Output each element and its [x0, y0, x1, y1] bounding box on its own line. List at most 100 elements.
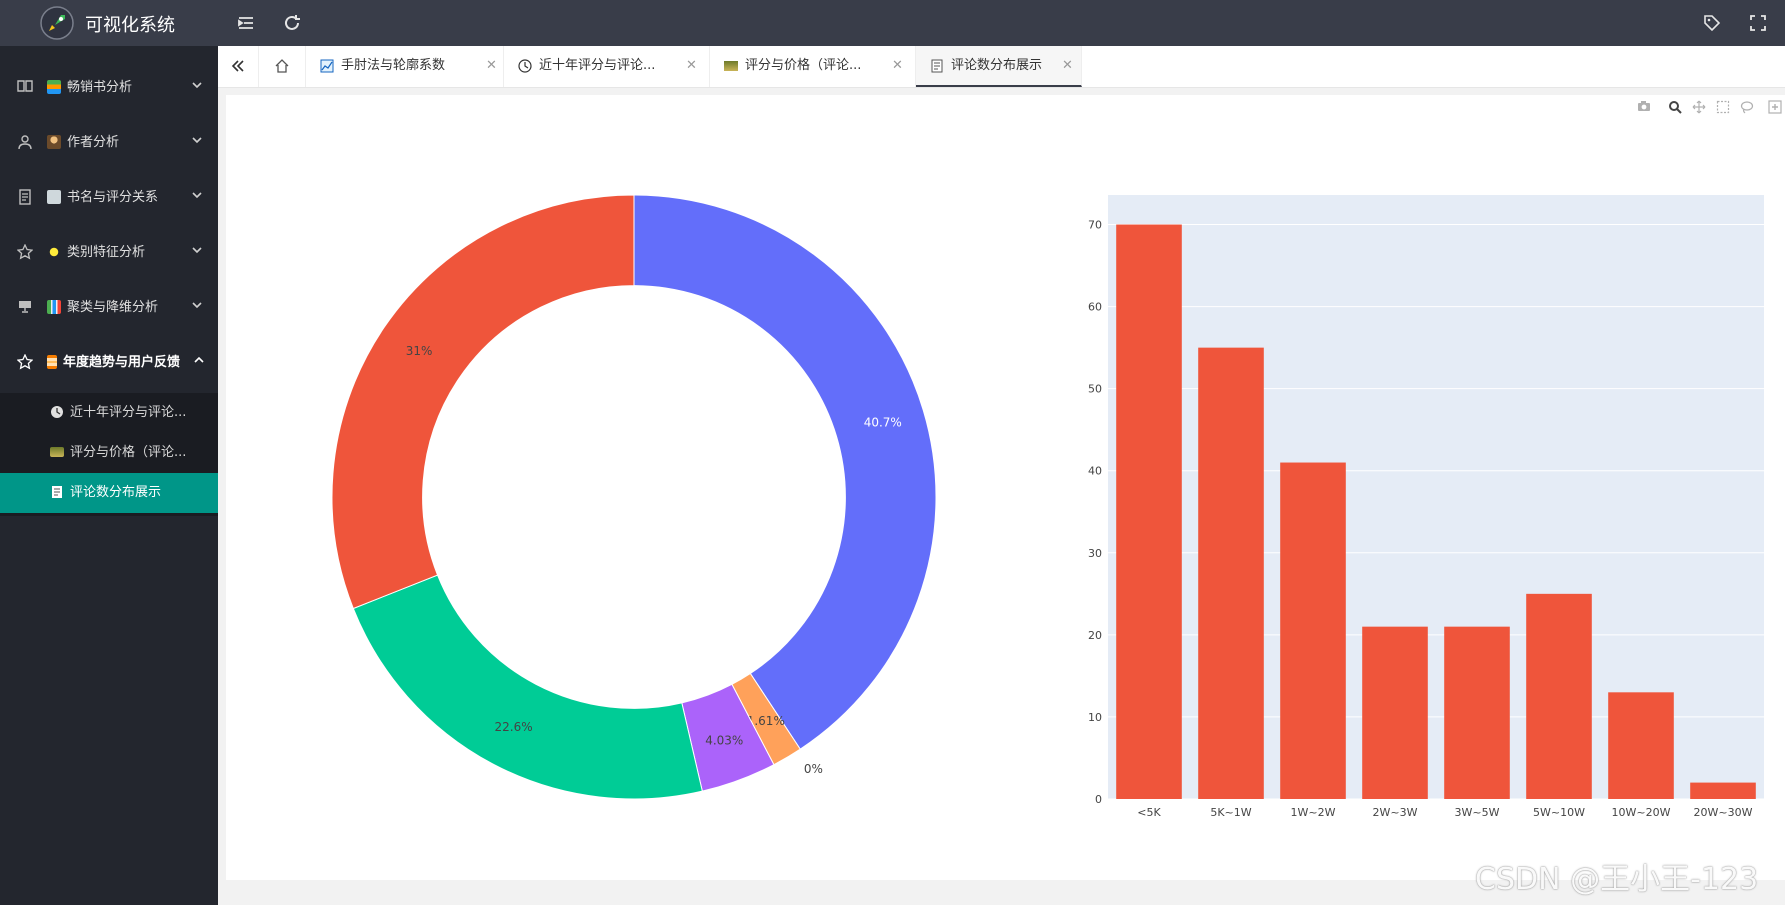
close-icon[interactable]: ✕: [686, 58, 697, 73]
rocket-logo-icon: [40, 6, 74, 40]
tab-elbow-silhouette[interactable]: 手肘法与轮廓系数 ✕: [306, 46, 504, 87]
fullscreen-icon[interactable]: [1747, 12, 1769, 34]
sidebar-item-label: 作者分析: [67, 135, 120, 150]
plot-modebar: [1636, 100, 1785, 118]
sidebar-subitem-label: 评论数分布展示: [70, 485, 162, 500]
tab-label: 评论数分布展示: [951, 58, 1043, 73]
x-tick-label: 10W~20W: [1612, 806, 1671, 819]
close-icon[interactable]: ✕: [486, 58, 497, 73]
chevron-down-icon: [192, 192, 202, 199]
user-icon: [16, 134, 34, 152]
y-tick-label: 10: [1088, 711, 1102, 724]
donut-slice-label: 1.61%: [747, 714, 785, 728]
sidebar-item-author[interactable]: 作者分析: [0, 116, 218, 171]
y-tick-label: 0: [1095, 793, 1102, 806]
bar: [1362, 626, 1428, 799]
bar-chart-emoji-icon: [47, 300, 61, 314]
x-tick-label: 3W~5W: [1455, 806, 1500, 819]
bar: [1444, 626, 1510, 799]
tag-icon[interactable]: [1701, 12, 1723, 34]
book-icon: [16, 79, 34, 97]
person-emoji-icon: [47, 135, 61, 149]
tab-label: 近十年评分与评论...: [539, 58, 656, 73]
lasso-select-icon[interactable]: [1739, 100, 1755, 116]
screen-icon: [16, 299, 34, 317]
y-tick-label: 40: [1088, 465, 1102, 478]
sidebar-subitem-rating-price[interactable]: 评分与价格（评论...: [0, 433, 218, 473]
bar: [1280, 462, 1346, 799]
y-tick-label: 50: [1088, 383, 1102, 396]
sparkles-emoji-icon: [47, 245, 61, 259]
donut-slice-label: 40.7%: [864, 415, 902, 429]
sidebar: 畅销书分析 作者分析 书名与评分关系 类别特征分析 聚类与降维分析: [0, 46, 218, 905]
sidebar-subitem-decade-rating[interactable]: 近十年评分与评论...: [0, 393, 218, 433]
sidebar-item-category[interactable]: 类别特征分析: [0, 226, 218, 281]
tab-label: 评分与价格（评论...: [745, 58, 862, 73]
sidebar-subitem-review-distribution[interactable]: 评论数分布展示: [0, 473, 218, 513]
camera-icon[interactable]: [1636, 100, 1652, 116]
money-emoji-icon: [724, 61, 738, 71]
top-header: 可视化系统: [0, 0, 1785, 46]
sidebar-item-bestseller[interactable]: 畅销书分析: [0, 61, 218, 116]
zoom-icon[interactable]: [1667, 100, 1683, 116]
x-tick-label: 1W~2W: [1291, 806, 1336, 819]
chevron-down-icon: [192, 247, 202, 254]
donut-chart: 40.7% 0% 1.61% 4.03% 22.6% 31%: [331, 194, 937, 800]
tab-home[interactable]: [259, 46, 306, 87]
bar: [1690, 782, 1756, 799]
indent-icon[interactable]: [235, 12, 257, 34]
app-title: 可视化系统: [85, 15, 175, 36]
bar: [1116, 224, 1182, 800]
sidebar-item-title-rating[interactable]: 书名与评分关系: [0, 171, 218, 226]
refresh-icon[interactable]: [281, 12, 303, 34]
donut-slice: [633, 194, 937, 750]
memo-icon: [52, 486, 62, 498]
tab-review-distribution[interactable]: 评论数分布展示 ✕: [916, 46, 1082, 87]
chevron-down-icon: [192, 137, 202, 144]
box-select-icon[interactable]: [1715, 100, 1731, 116]
sidebar-item-clustering[interactable]: 聚类与降维分析: [0, 281, 218, 336]
sidebar-item-label: 畅销书分析: [67, 80, 133, 95]
bar-chart: 0 10 20 30 40 50 60 70 <5K 5K~1W 1W~2W 2W~3W 3W~5W 5W…: [1088, 195, 1764, 819]
sidebar-item-annual-trend[interactable]: 年度趋势与用户反馈: [0, 336, 218, 391]
x-tick-label: 20W~30W: [1694, 806, 1753, 819]
money-emoji-icon: [50, 447, 64, 457]
home-icon: [275, 59, 289, 73]
zoom-in-icon[interactable]: [1767, 100, 1783, 116]
y-tick-label: 20: [1088, 629, 1102, 642]
x-tick-label: <5K: [1137, 806, 1161, 819]
bar: [1608, 692, 1674, 799]
sidebar-subitem-label: 近十年评分与评论...: [70, 405, 187, 420]
hourglass-emoji-icon: [47, 355, 57, 369]
books-emoji-icon: [47, 80, 61, 94]
y-tick-label: 60: [1088, 301, 1102, 314]
chevron-up-icon: [194, 356, 204, 363]
donut-slice: [352, 574, 703, 800]
y-tick-label: 70: [1088, 219, 1102, 232]
tab-rating-price[interactable]: 评分与价格（评论... ✕: [710, 46, 916, 87]
x-tick-label: 2W~3W: [1373, 806, 1418, 819]
tab-bar: 手肘法与轮廓系数 ✕ 近十年评分与评论... ✕ 评分与价格（评论... ✕ 评…: [218, 46, 1785, 88]
donut-slice-label: 22.6%: [494, 720, 532, 734]
bar: [1198, 347, 1264, 799]
tab-decade-rating[interactable]: 近十年评分与评论... ✕: [504, 46, 710, 87]
star-icon: [16, 353, 34, 372]
x-tick-label: 5W~10W: [1533, 806, 1585, 819]
brand: 可视化系统: [0, 0, 218, 46]
open-book-emoji-icon: [47, 190, 61, 204]
chevron-down-icon: [192, 302, 202, 309]
sidebar-item-label: 年度趋势与用户反馈: [63, 355, 181, 370]
donut-slice-label: 4.03%: [705, 734, 743, 748]
donut-slice-label: 0%: [804, 762, 823, 776]
pan-icon[interactable]: [1691, 100, 1707, 116]
clock-icon: [51, 406, 63, 418]
donut-slice: [331, 194, 635, 610]
close-icon[interactable]: ✕: [892, 58, 903, 73]
watermark: CSDN @王小王-123: [1475, 862, 1759, 897]
tab-scroll-left-button[interactable]: [218, 46, 259, 87]
sidebar-item-label: 聚类与降维分析: [67, 300, 159, 315]
close-icon[interactable]: ✕: [1062, 58, 1073, 73]
clock-icon: [518, 59, 532, 73]
star-icon: [16, 243, 34, 262]
